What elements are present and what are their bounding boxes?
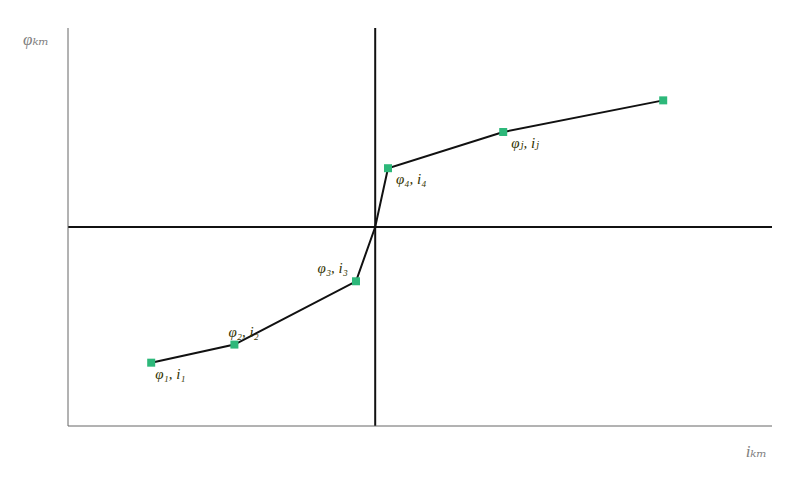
svg-text:φ₁, i₁: φ₁, i₁ (155, 366, 185, 382)
svg-text:φⱼ, iⱼ: φⱼ, iⱼ (511, 135, 539, 151)
svg-text:φₖₘ: φₖₘ (23, 30, 49, 49)
svg-text:iₖₘ: iₖₘ (746, 442, 767, 461)
svg-text:φ₂, i₂: φ₂, i₂ (228, 324, 258, 340)
svg-text:φ₄, i₄: φ₄, i₄ (396, 171, 426, 187)
svg-text:φ₃, i₃: φ₃, i₃ (318, 260, 348, 276)
